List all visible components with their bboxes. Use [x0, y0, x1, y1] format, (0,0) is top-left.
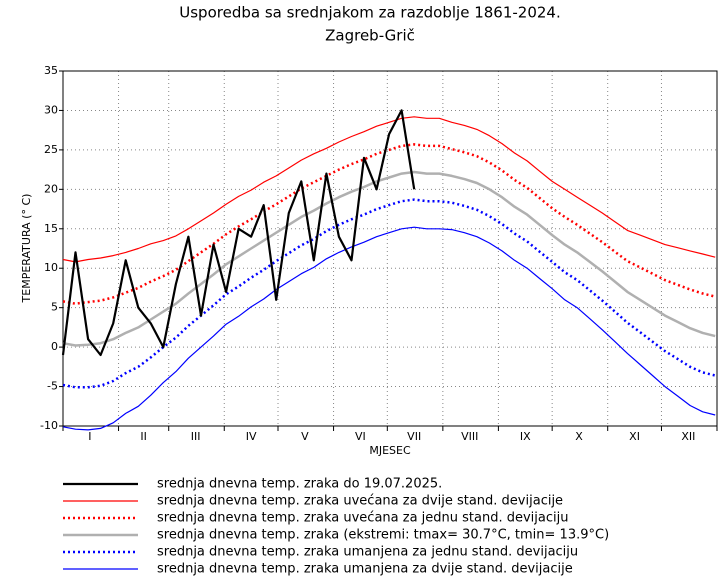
series-line	[62, 198, 716, 389]
chart-subtitle: Zagreb-Grič	[325, 27, 415, 45]
y-tick-label: 35	[44, 64, 58, 77]
legend-text: srednja dnevna temp. zraka umanjena za d…	[157, 562, 573, 577]
x-tick-label: VIII	[461, 430, 478, 443]
y-tick-label: 10	[44, 261, 58, 274]
x-axis-label: MJESEC	[369, 444, 411, 457]
y-tick-label: 25	[44, 143, 58, 156]
series-line	[62, 170, 716, 347]
series-line	[61, 109, 416, 357]
x-tick-label: I	[88, 430, 91, 443]
x-tick-label: VII	[407, 430, 421, 443]
x-tick-label: VI	[355, 430, 366, 443]
legend-text: srednja dnevna temp. zraka (ekstremi: tm…	[157, 528, 609, 543]
x-tick-label: III	[191, 430, 201, 443]
y-tick-label: -5	[47, 380, 58, 393]
series-line	[62, 143, 716, 305]
x-tick-label: XII	[681, 430, 695, 443]
legend-text: srednja dnevna temp. zraka uvećana za je…	[157, 511, 568, 526]
y-axis-label: TEMPERATURA (° C)	[20, 194, 33, 304]
y-tick-label: 5	[51, 301, 58, 314]
series-line	[62, 226, 716, 431]
y-tick-label: 20	[44, 182, 58, 195]
chart-title: Usporedba sa srednjakom za razdoblje 186…	[179, 4, 560, 22]
y-tick-label: 15	[44, 222, 58, 235]
series-line	[62, 116, 716, 263]
legend-text: srednja dnevna temp. zraka uvećana za dv…	[157, 494, 563, 509]
legend-text: srednja dnevna temp. zraka umanjena za j…	[157, 545, 578, 560]
plot-frame	[62, 70, 718, 427]
y-tick-label: -10	[40, 419, 58, 432]
x-tick-label: V	[301, 430, 309, 443]
x-tick-label: IV	[246, 430, 257, 443]
x-tick-label: X	[575, 430, 583, 443]
y-tick-label: 0	[51, 340, 58, 353]
x-tick-label: II	[140, 430, 147, 443]
x-tick-label: XI	[629, 430, 640, 443]
y-tick-label: 30	[44, 103, 58, 116]
legend-text: srednja dnevna temp. zraka do 19.07.2025…	[157, 477, 442, 492]
x-tick-label: IX	[520, 430, 531, 443]
